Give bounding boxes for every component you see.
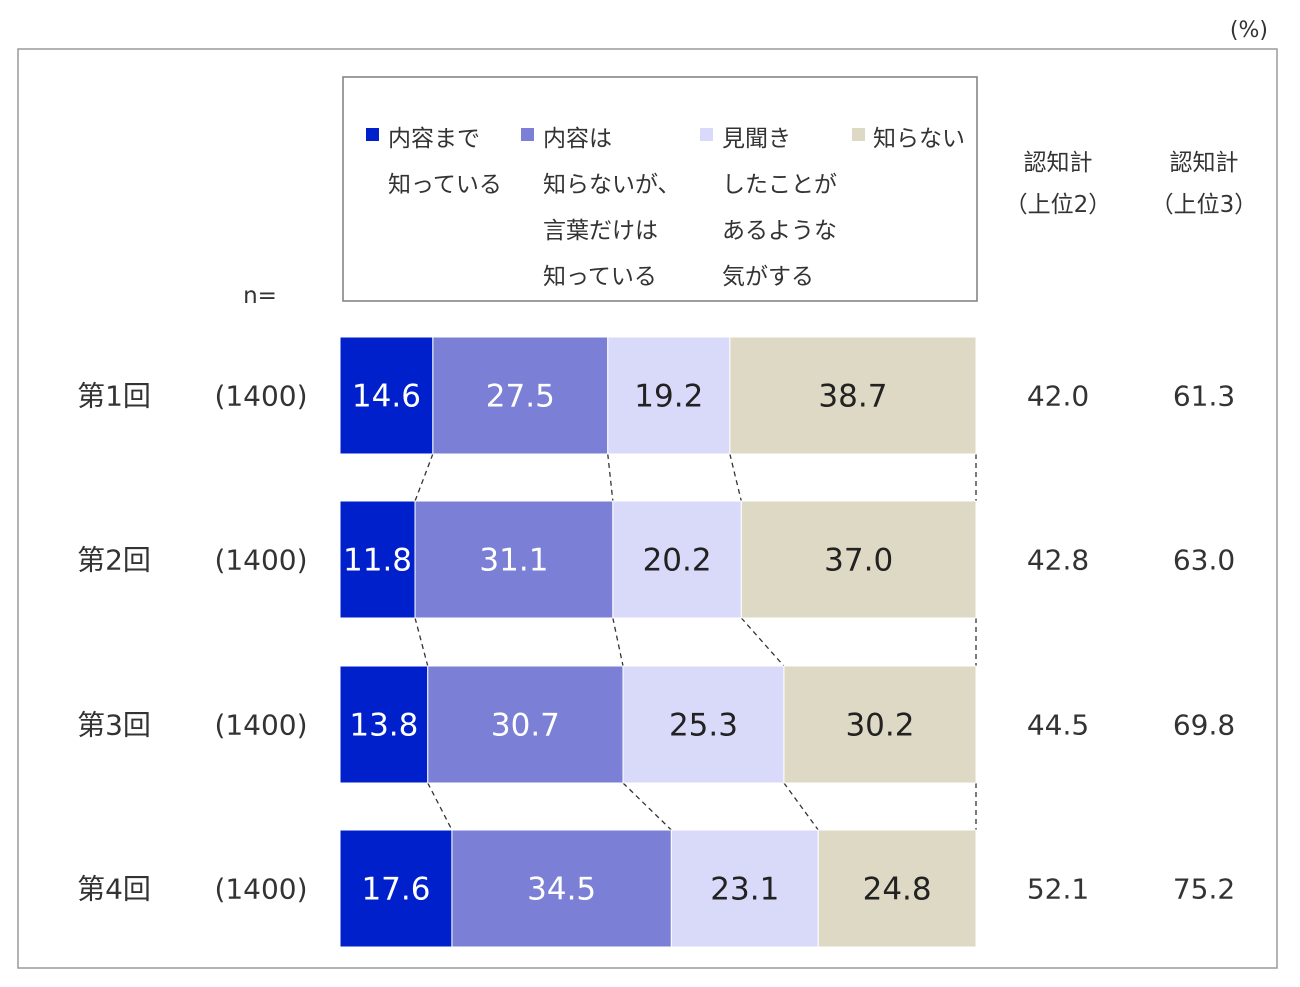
- row-label: 第4回: [77, 873, 151, 906]
- bar-value-label: 14.6: [352, 379, 421, 415]
- legend-label-2-line-2: 知らないが、: [543, 172, 681, 198]
- total-value-col2: 61.3: [1173, 380, 1235, 413]
- total-value-col1: 42.0: [1027, 380, 1089, 413]
- total-headers: 認知計 （上位2） 認知計 （上位3）: [1005, 150, 1258, 218]
- row-label: 第2回: [77, 544, 151, 577]
- connector-line: [729, 453, 742, 502]
- bar-value-label: 25.3: [669, 708, 738, 744]
- bar-value-label: 27.5: [486, 379, 555, 415]
- total-header-1-line-1: 認知計: [1024, 150, 1093, 176]
- row-label: 第1回: [77, 380, 151, 413]
- bar-value-label: 30.2: [845, 708, 914, 744]
- bar-value-label: 20.2: [643, 543, 712, 579]
- bar-segment-row1-series3: [607, 336, 731, 455]
- row-labels: 第1回 (1400) 第2回 (1400) 第3回 (1400) 第4回 (1400): [77, 380, 307, 906]
- connector-line: [414, 453, 434, 502]
- bar-value-label: 37.0: [824, 543, 893, 579]
- connector-line: [607, 453, 614, 502]
- bar-value-label: 19.2: [634, 379, 703, 415]
- bar-segment-row1-series2: [432, 336, 609, 455]
- legend-swatch-3: [700, 128, 713, 141]
- bar-segment-row1-series4: [729, 336, 977, 455]
- bar-segment-row3-series2: [427, 665, 624, 784]
- legend: 内容まで知っている内容は知らないが、言葉だけは知っている見聞きしたことがあるよう…: [366, 126, 965, 290]
- bar-value-label: 23.1: [710, 872, 779, 908]
- total-value-col1: 44.5: [1027, 709, 1089, 742]
- legend-label-2-line-4: 知っている: [543, 264, 657, 290]
- plot-border: [17, 48, 1278, 969]
- total-values: 42.0 42.8 44.5 52.1 61.3 63.0 69.8 75.2: [1027, 380, 1235, 906]
- bar-value-label: 30.7: [491, 708, 560, 744]
- connector-line: [427, 782, 453, 831]
- total-header-2-line-2: （上位3）: [1151, 192, 1258, 218]
- connector-line: [622, 782, 672, 831]
- legend-swatch-4: [852, 128, 865, 141]
- total-value-col2: 75.2: [1173, 873, 1235, 906]
- row-n-value: (1400): [214, 873, 307, 906]
- legend-label-1-line-1: 内容まで: [388, 126, 480, 152]
- connector-line: [740, 617, 785, 667]
- total-value-col2: 63.0: [1173, 544, 1235, 577]
- bar-segment-row2-series3: [612, 500, 742, 619]
- bar-value-label: 13.8: [349, 708, 418, 744]
- connector-line: [612, 617, 624, 667]
- bar-segment-row4-series2: [451, 829, 672, 948]
- bar-value-label: 24.8: [863, 872, 932, 908]
- bar-value-label: 17.6: [361, 872, 430, 908]
- total-value-col1: 42.8: [1027, 544, 1089, 577]
- legend-label-3-line-2: したことが: [722, 172, 837, 198]
- n-header: n=: [243, 283, 277, 309]
- bar-value-label: 11.8: [343, 543, 412, 579]
- legend-box: [342, 76, 978, 302]
- bar-segment-row3-series3: [622, 665, 785, 784]
- row-n-value: (1400): [214, 380, 307, 413]
- legend-label-2-line-3: 言葉だけは: [543, 218, 658, 244]
- bar-value-label: 34.5: [527, 872, 596, 908]
- legend-label-3-line-1: 見聞き: [722, 126, 791, 152]
- bar-segment-row2-series4: [740, 500, 977, 619]
- bar-segment-row4-series3: [670, 829, 819, 948]
- connector-line: [414, 617, 429, 667]
- bar-value-label: 31.1: [479, 543, 548, 579]
- unit-label: (%): [1230, 18, 1268, 43]
- total-header-2-line-1: 認知計: [1170, 150, 1239, 176]
- legend-label-3-line-4: 気がする: [722, 264, 814, 290]
- total-value-col2: 69.8: [1173, 709, 1235, 742]
- bar-value-label: 38.7: [818, 379, 887, 415]
- connector-line: [783, 782, 819, 831]
- row-n-value: (1400): [214, 544, 307, 577]
- connector-lines: [414, 453, 977, 831]
- row-label: 第3回: [77, 709, 151, 742]
- bar-segment-row4-series1: [339, 829, 453, 948]
- row-n-value: (1400): [214, 709, 307, 742]
- legend-label-3-line-3: あるような: [722, 218, 837, 244]
- total-header-1-line-2: （上位2）: [1005, 192, 1112, 218]
- bars: 14.6 27.5 19.2 38.7 11.8 31.1 20.2 37.0 13.8 30.7…: [339, 336, 977, 948]
- bar-segment-row3-series4: [783, 665, 977, 784]
- bar-segment-row4-series4: [817, 829, 977, 948]
- legend-swatch-1: [366, 128, 379, 141]
- legend-label-4-line-1: 知らない: [873, 126, 965, 152]
- legend-swatch-2: [521, 128, 534, 141]
- total-value-col1: 52.1: [1027, 873, 1089, 906]
- legend-label-2-line-1: 内容は: [543, 126, 612, 152]
- legend-label-1-line-2: 知っている: [388, 172, 502, 198]
- bar-segment-row1-series1: [339, 336, 434, 455]
